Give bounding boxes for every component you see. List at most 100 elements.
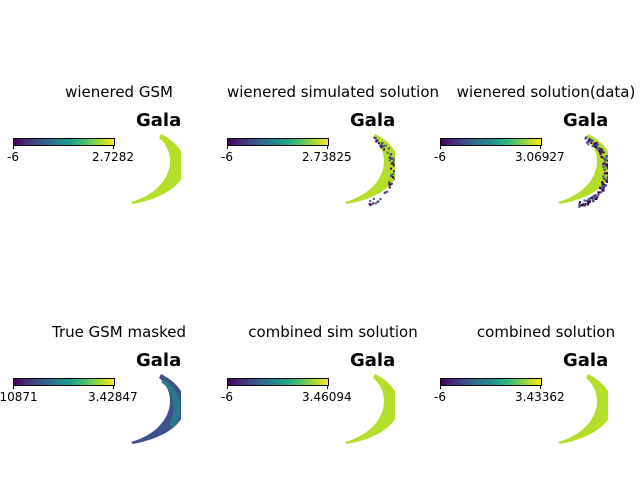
- sky-map: [61, 118, 181, 212]
- map-speckle: [600, 150, 603, 153]
- map-speckle: [597, 191, 600, 194]
- map-speckle: [598, 191, 601, 194]
- map-speckle: [604, 159, 607, 162]
- panel-title: wienered solution(data): [456, 83, 636, 101]
- map-speckle: [391, 157, 394, 160]
- map-panel-1: wienered GSM Gala -6 2.7282: [6, 0, 219, 240]
- map-speckle: [376, 200, 379, 203]
- map-speckle: [584, 204, 587, 207]
- colorbar-tick-min: [13, 385, 14, 389]
- colorbar-tick-max: [113, 145, 114, 149]
- map-speckle: [602, 166, 605, 168]
- map-speckle: [602, 188, 605, 190]
- map-panel-4: True GSM masked Gala 2.10871 3.42847: [0, 240, 219, 480]
- map-speckle: [595, 144, 598, 146]
- map-speckle: [601, 182, 604, 185]
- map-speckle: [392, 176, 394, 179]
- map-speckle: [579, 201, 581, 204]
- map-speckle: [380, 145, 383, 148]
- colorbar-tick-min: [440, 385, 441, 389]
- colorbar-label-max: 3.46094: [302, 390, 352, 404]
- map-speckle: [393, 158, 395, 161]
- colorbar-tick-max: [540, 385, 541, 389]
- overlay-label: Gala: [136, 350, 180, 371]
- map-speckle: [602, 151, 605, 154]
- map-speckle: [599, 152, 602, 154]
- colorbar: [440, 378, 542, 386]
- sky-map-svg: [131, 134, 181, 204]
- overlay-label: Gala: [563, 350, 607, 371]
- panel-title: True GSM masked: [51, 323, 186, 341]
- map-speckle: [596, 147, 599, 150]
- colorbar-label-max: 2.73825: [302, 150, 352, 164]
- crescent-region: [345, 374, 395, 444]
- map-speckle: [603, 183, 606, 186]
- crescent-region: [131, 374, 181, 444]
- map-speckle: [581, 204, 584, 206]
- panel-title: wienered GSM: [65, 83, 173, 101]
- map-speckle: [606, 159, 608, 162]
- map-speckle: [390, 158, 393, 160]
- map-speckle: [584, 202, 587, 205]
- sky-map: [61, 358, 181, 452]
- map-speckle: [596, 196, 599, 199]
- map-speckle: [600, 191, 603, 194]
- colorbar-label-max: 2.7282: [92, 150, 134, 164]
- map-speckle: [599, 186, 601, 189]
- panel-title: combined solution: [476, 323, 616, 341]
- colorbar-label-min: -6: [434, 390, 446, 404]
- map-speckle: [585, 199, 588, 202]
- map-speckle: [379, 198, 382, 201]
- map-panel-6: combined solution Gala -6 3.43362: [433, 240, 640, 480]
- map-speckle: [595, 142, 598, 144]
- map-speckle: [601, 184, 604, 187]
- map-speckle: [603, 177, 606, 180]
- map-speckle: [599, 153, 602, 156]
- map-speckle: [606, 176, 608, 179]
- map-speckle: [383, 192, 386, 194]
- map-speckle: [601, 149, 604, 152]
- map-speckle: [391, 173, 394, 176]
- map-speckle: [607, 167, 608, 170]
- map-speckle: [374, 202, 377, 205]
- map-speckle: [390, 174, 393, 177]
- map-speckle: [605, 172, 608, 174]
- map-speckle: [584, 137, 587, 140]
- map-speckle: [601, 181, 604, 184]
- map-speckle: [383, 148, 386, 151]
- map-speckle: [604, 158, 607, 161]
- map-speckle: [590, 196, 593, 199]
- map-speckle: [372, 202, 375, 205]
- colorbar-label-min: -6: [221, 390, 233, 404]
- map-speckle: [587, 140, 590, 143]
- map-speckle: [583, 199, 586, 202]
- map-speckle: [607, 178, 608, 181]
- sky-map: [275, 118, 395, 212]
- map-speckle: [587, 139, 590, 142]
- sky-map: [488, 358, 608, 452]
- colorbar-label-max: 3.43362: [515, 390, 565, 404]
- map-speckle: [591, 198, 594, 201]
- map-speckle: [376, 139, 379, 142]
- sky-map-svg: [345, 374, 395, 444]
- map-speckle: [603, 157, 606, 160]
- crescent-region: [558, 374, 608, 444]
- overlay-label: Gala: [350, 350, 394, 371]
- map-speckle: [589, 200, 591, 203]
- map-speckle: [369, 200, 372, 203]
- map-speckle: [594, 145, 597, 148]
- sky-map: [275, 358, 395, 452]
- colorbar-label-min: -6: [221, 150, 233, 164]
- map-speckle: [605, 156, 608, 159]
- map-speckle: [592, 196, 595, 198]
- colorbar: [227, 378, 329, 386]
- map-speckle: [593, 142, 596, 145]
- overlay-label: Gala: [563, 110, 607, 131]
- map-speckle: [392, 162, 395, 165]
- sky-map-svg: [558, 134, 608, 208]
- map-speckle: [392, 164, 395, 167]
- colorbar-tick-max: [113, 385, 114, 389]
- map-speckle: [601, 187, 603, 189]
- colorbar-label-min: 2.10871: [0, 390, 38, 404]
- map-speckle: [387, 147, 390, 150]
